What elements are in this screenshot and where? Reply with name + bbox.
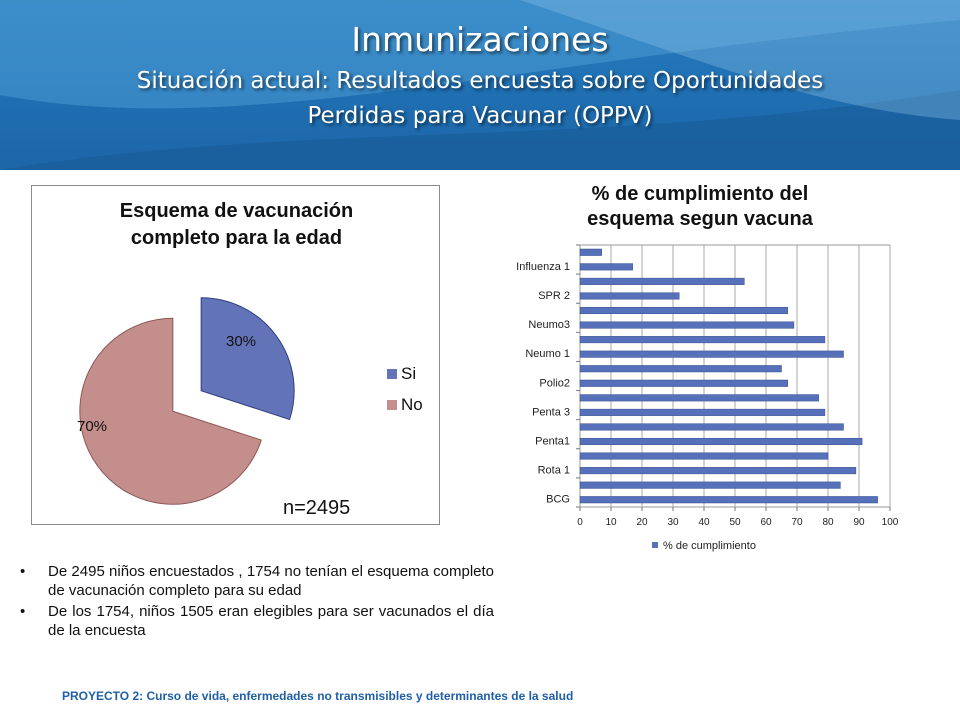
bar: [579, 365, 782, 373]
bar-title-line1: % de cumplimiento del: [591, 183, 809, 205]
pie-title-line2: completo para la edad: [130, 227, 343, 249]
bar: [579, 437, 863, 446]
y-category-label: Influenza 1: [516, 261, 570, 273]
pie-chart-panel: Esquema de vacunación completo para la e…: [31, 185, 440, 525]
pie-slice-no: [79, 317, 262, 505]
bullet-dot-1: •: [20, 563, 26, 580]
y-category-label: Rota 1: [538, 465, 570, 477]
x-tick-label: 100: [882, 517, 899, 528]
bar-chart: 0 10 20 30 40 50 60 70 80 90 100 BCG Rota 1 Penta1 Pen…: [516, 244, 899, 552]
bar-legend-label: % de cumplimiento: [663, 540, 756, 552]
legend-swatch-no: [387, 400, 397, 410]
header-wave-decoration: [0, 0, 960, 170]
y-category-label: BCG: [546, 494, 570, 506]
bullet-dot-2: •: [20, 603, 26, 620]
x-tick-label: 60: [760, 517, 772, 528]
sample-size-label: n=2495: [283, 497, 351, 519]
y-category-label: Neumo 1: [525, 348, 570, 360]
bar: [579, 248, 602, 256]
bar: [579, 408, 826, 416]
findings-list: • De 2495 niños encuestados , 1754 no te…: [20, 562, 494, 642]
pie-chart: 30% 70%: [77, 297, 295, 505]
y-category-label: SPR 2: [538, 290, 570, 302]
y-category-label: Penta 3: [532, 406, 570, 418]
x-tick-label: 20: [636, 517, 648, 528]
bar: [579, 496, 878, 504]
bar: [579, 452, 829, 460]
x-tick-label: 40: [698, 517, 710, 528]
pie-title-line1: Esquema de vacunación: [119, 200, 354, 222]
bar: [579, 321, 795, 329]
y-category-label: Polio2: [539, 377, 570, 389]
page-subtitle-line2: Perdidas para Vacunar (OPPV): [307, 103, 653, 129]
x-tick-label: 0: [577, 517, 583, 528]
pie-label-si: 30%: [226, 333, 256, 350]
pie-chart-title: Esquema de vacunación completo para la e…: [32, 198, 441, 252]
bar: [579, 306, 788, 315]
x-tick-label: 10: [605, 517, 617, 528]
bar: [579, 350, 844, 358]
finding-text-1: De 2495 niños encuestados , 1754 no tení…: [48, 563, 494, 599]
page-subtitle-line1: Situación actual: Resultados encuesta so…: [136, 68, 824, 94]
page-title: Inmunizaciones: [351, 20, 609, 59]
bar: [579, 379, 788, 387]
bar-title-line2: esquema segun vacuna: [587, 208, 813, 230]
bar: [579, 263, 633, 271]
bar: [579, 277, 745, 285]
y-category-label: Neumo3: [528, 319, 570, 331]
x-tick-label: 80: [822, 517, 834, 528]
bar: [579, 394, 819, 402]
bar-legend-swatch: [652, 542, 658, 548]
bar-chart-title: % de cumplimiento del esquema segun vacu…: [540, 182, 860, 232]
pie-slice-si: [200, 297, 295, 421]
bar: [579, 336, 826, 344]
pie-label-no: 70%: [77, 418, 107, 435]
bar: [579, 292, 680, 300]
legend-swatch-si: [387, 369, 397, 379]
legend-label-si: Si: [401, 364, 417, 383]
footer-project-label: PROYECTO 2: Curso de vida, enfermedades …: [62, 689, 574, 703]
finding-item-1: • De 2495 niños encuestados , 1754 no te…: [20, 562, 494, 600]
y-category-label: Penta1: [535, 436, 570, 448]
header-banner: Inmunizaciones Situación actual: Resulta…: [0, 0, 960, 170]
legend-label-no: No: [401, 395, 423, 414]
finding-text-2: De los 1754, niños 1505 eran elegibles p…: [48, 603, 494, 639]
bar: [579, 467, 857, 475]
x-tick-label: 70: [791, 517, 803, 528]
bar: [579, 481, 841, 489]
bar: [579, 423, 844, 431]
x-tick-label: 90: [853, 517, 865, 528]
x-tick-label: 30: [667, 517, 679, 528]
finding-item-2: • De los 1754, niños 1505 eran elegibles…: [20, 602, 494, 640]
x-tick-label: 50: [729, 517, 741, 528]
